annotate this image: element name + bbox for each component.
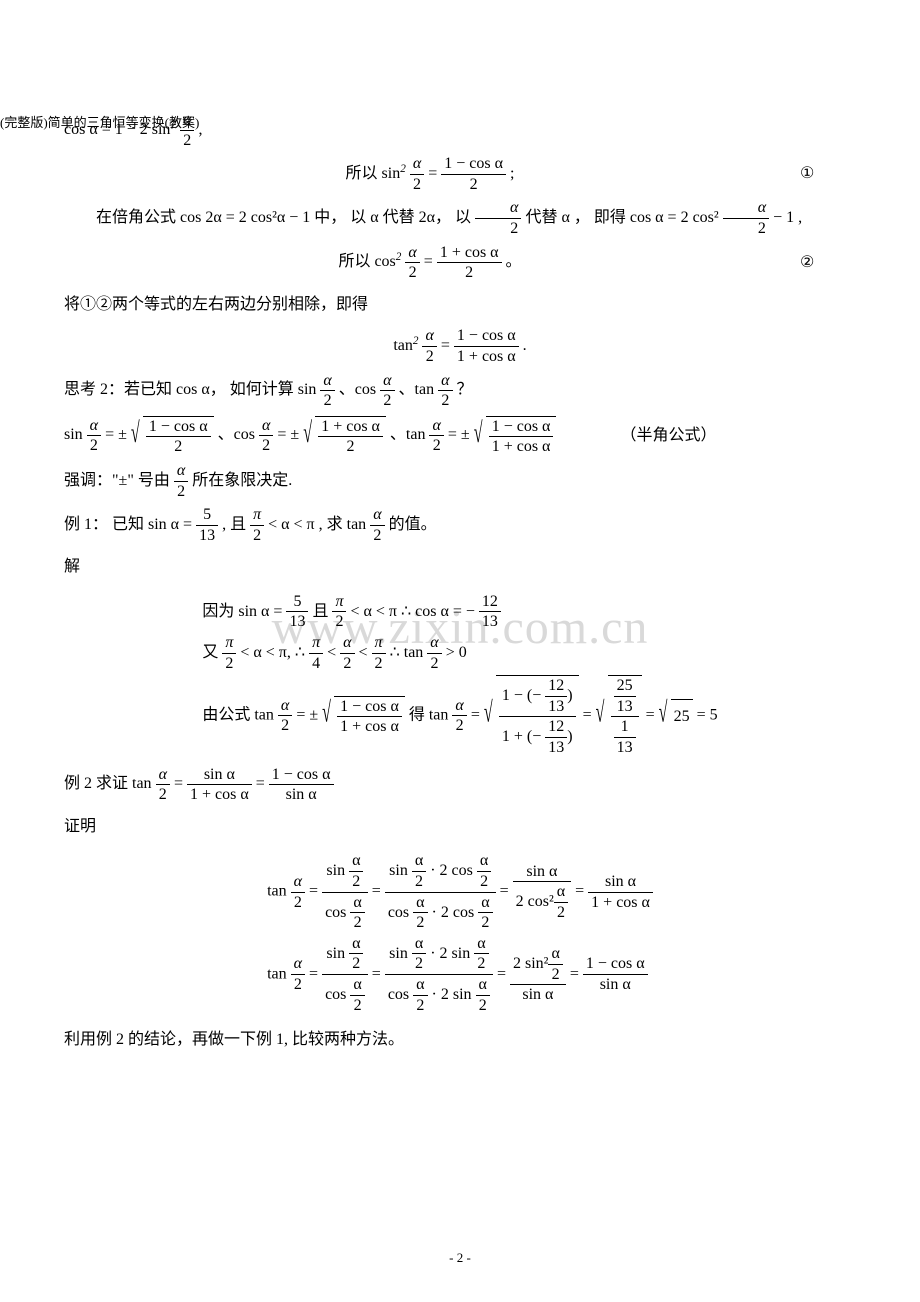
proof-block: tan α2 = sin α2 cos α2 = sin α2 · 2 cos … <box>64 849 856 1017</box>
line-example1: 例 1： 已知 sin α = 513 , 且 π2 < α < π , 求 t… <box>64 506 856 544</box>
line-proof-label: 证明 <box>64 810 856 844</box>
line-divide: 将①②两个等式的左右两边分别相除，即得 <box>64 288 856 322</box>
half-angle-label: （半角公式） <box>620 426 716 443</box>
line-tan2-half: tan2 α2 = 1 − cos α1 + cos α . <box>64 327 856 365</box>
line-think2: 思考 2：若已知 cos α， 如何计算 sin α2 、cos α2 、tan… <box>64 372 856 410</box>
line-example2: 例 2 求证 tan α2 = sin α1 + cos α = 1 − cos… <box>64 766 856 804</box>
line-cos2-half: 所以 cos2 α2 = 1 + cos α2 。 ② <box>64 244 856 282</box>
line-cos-expansion: cos α = 1 − 2 sin2 α2 , <box>64 111 856 149</box>
line-solution-label: 解 <box>64 550 856 584</box>
line-sin2-half: 所以 sin2 α2 = 1 − cos α2 ; ① <box>64 155 856 193</box>
solution-block: 因为 sin α = 513 且 π2 < α < π ∴ cos α = − … <box>64 590 856 760</box>
line-conclusion: 利用例 2 的结论，再做一下例 1, 比较两种方法。 <box>64 1023 856 1057</box>
document-page: (完整版)简单的三角恒等变换(教案) www.zixin.com.cn cos … <box>0 0 920 1302</box>
line-emphasis: 强调："±" 号由 α2 所在象限决定. <box>64 462 856 500</box>
circled-1: ① <box>796 157 818 191</box>
circled-2: ② <box>796 246 818 280</box>
line-substitution: 在倍角公式 cos 2α = 2 cos²α − 1 中， 以 α 代替 2α，… <box>64 199 856 237</box>
line-half-angle-formulas: sin α2 = ± 1 − cos α2 、cos α2 = ± 1 + co… <box>64 416 856 456</box>
page-number: - 2 - <box>0 1250 920 1266</box>
